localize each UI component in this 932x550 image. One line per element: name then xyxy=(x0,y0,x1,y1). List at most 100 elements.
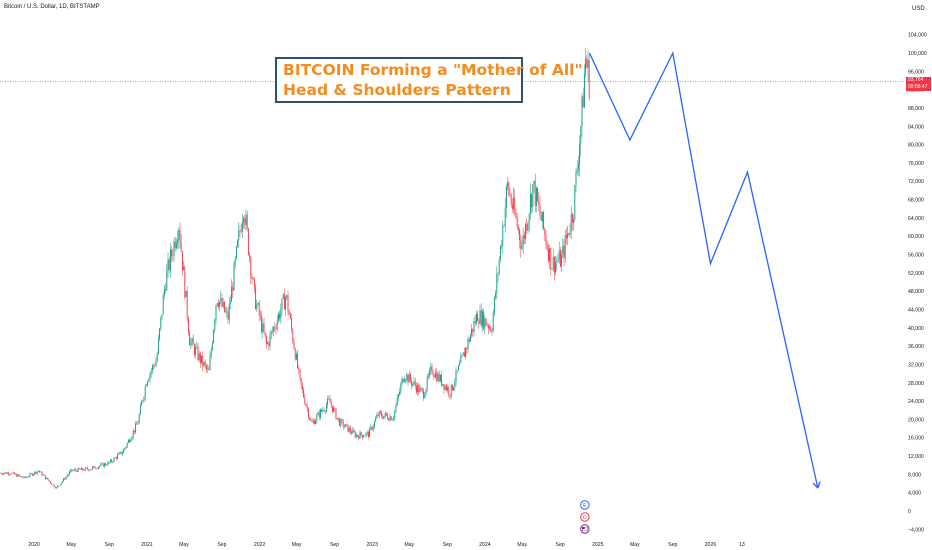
price-tick-label: 32,000 xyxy=(908,362,924,368)
time-axis[interactable]: 2020 May Sep 2021 May Sep 2022 May Sep 2023 May Sep… xyxy=(28,542,745,548)
candle-body xyxy=(353,429,355,433)
candle-body xyxy=(586,58,588,68)
candle-body xyxy=(313,420,315,425)
time-tick-label: Sep xyxy=(105,542,114,548)
candle-body xyxy=(347,424,349,432)
candle-body xyxy=(559,250,561,267)
candle-body xyxy=(121,452,123,455)
candle-body xyxy=(219,301,221,307)
candle-body xyxy=(323,410,325,412)
candle-body xyxy=(129,439,131,442)
candle-body xyxy=(292,329,294,342)
candle-body xyxy=(505,186,507,208)
candle-body xyxy=(162,295,164,315)
candle-body xyxy=(262,323,264,333)
candle-body xyxy=(94,466,96,469)
candle-body xyxy=(61,481,63,483)
candle-body xyxy=(366,432,368,434)
candle-body xyxy=(274,327,276,329)
candle-body xyxy=(178,229,180,241)
candle-body xyxy=(463,352,465,357)
candle-body xyxy=(465,348,467,357)
candle-body xyxy=(502,226,504,247)
candle-body xyxy=(79,469,81,470)
currency-label[interactable]: USD xyxy=(912,6,925,12)
candle-body xyxy=(393,418,395,420)
candle-body xyxy=(471,328,473,336)
price-tick-label: 84,000 xyxy=(908,124,924,130)
candle-body xyxy=(301,385,303,390)
candle-body xyxy=(358,436,360,439)
candle-body xyxy=(495,293,497,298)
candle-body xyxy=(328,398,330,400)
candle-body xyxy=(245,214,247,225)
candle-body xyxy=(243,218,245,223)
candle-body xyxy=(438,373,440,382)
candle-body xyxy=(504,207,506,226)
pattern-annotation[interactable]: BITCOIN Forming a "Mother of All" Head &… xyxy=(275,57,583,103)
candle-body xyxy=(430,366,432,371)
candle-body xyxy=(378,411,380,417)
time-tick-label: 2023 xyxy=(366,542,378,548)
candle-body xyxy=(90,469,92,470)
candle-body xyxy=(209,356,211,370)
price-tick-label: 12,000 xyxy=(908,454,924,460)
candle-body xyxy=(161,314,163,317)
candle-body xyxy=(125,446,127,449)
candle-body xyxy=(25,477,27,478)
candle-body xyxy=(376,415,378,419)
candle-body xyxy=(222,301,224,307)
candle-body xyxy=(186,290,188,319)
candle-body xyxy=(107,462,109,466)
candle-body xyxy=(198,353,200,360)
dividend-icon[interactable]: D xyxy=(580,512,590,522)
candle-body xyxy=(76,470,78,472)
candle-body xyxy=(82,467,84,470)
candle-body xyxy=(287,295,289,312)
candle-body xyxy=(221,297,223,307)
candle-body xyxy=(67,474,69,476)
price-axis[interactable]: −4,000 0 4,000 8,000 12,000 16,000 20,000 24,00… xyxy=(908,33,927,534)
candle-body xyxy=(124,448,126,450)
candle-body xyxy=(492,313,494,332)
candle-body xyxy=(403,379,405,382)
candle-body xyxy=(195,347,197,355)
earnings-icon[interactable]: E xyxy=(580,500,590,510)
candle-body xyxy=(406,374,408,381)
candle-body xyxy=(577,164,579,170)
price-tick-label: 56,000 xyxy=(908,253,924,259)
candle-body xyxy=(132,430,134,438)
candle-body xyxy=(485,318,487,326)
candle-body xyxy=(63,478,65,482)
candle-body xyxy=(415,385,417,393)
candle-body xyxy=(217,303,219,307)
candle-body xyxy=(551,269,553,270)
time-tick-label: May xyxy=(179,542,189,548)
candle-body xyxy=(585,58,587,74)
candle-body xyxy=(106,465,108,466)
candle-body xyxy=(425,389,427,395)
us-flag-icon[interactable] xyxy=(580,524,590,534)
candle-body xyxy=(311,420,313,423)
candle-body xyxy=(532,184,534,208)
candle-body xyxy=(575,172,577,186)
price-tick-label: 44,000 xyxy=(908,307,924,313)
candle-body xyxy=(574,185,576,220)
candle-body xyxy=(45,475,47,480)
candle-body xyxy=(288,311,290,316)
candle-body xyxy=(42,474,44,476)
candle-body xyxy=(165,288,167,291)
candle-body xyxy=(409,374,411,381)
candle-body xyxy=(155,361,157,367)
candle-body xyxy=(160,316,162,329)
candle-body xyxy=(413,381,415,384)
candle-body xyxy=(531,194,533,208)
candle-body xyxy=(202,355,204,367)
candle-body xyxy=(561,254,563,267)
candle-body xyxy=(523,235,525,239)
candle-body xyxy=(276,320,278,329)
candle-body xyxy=(191,338,193,343)
candle-body xyxy=(285,297,287,310)
candle-body xyxy=(454,382,456,388)
